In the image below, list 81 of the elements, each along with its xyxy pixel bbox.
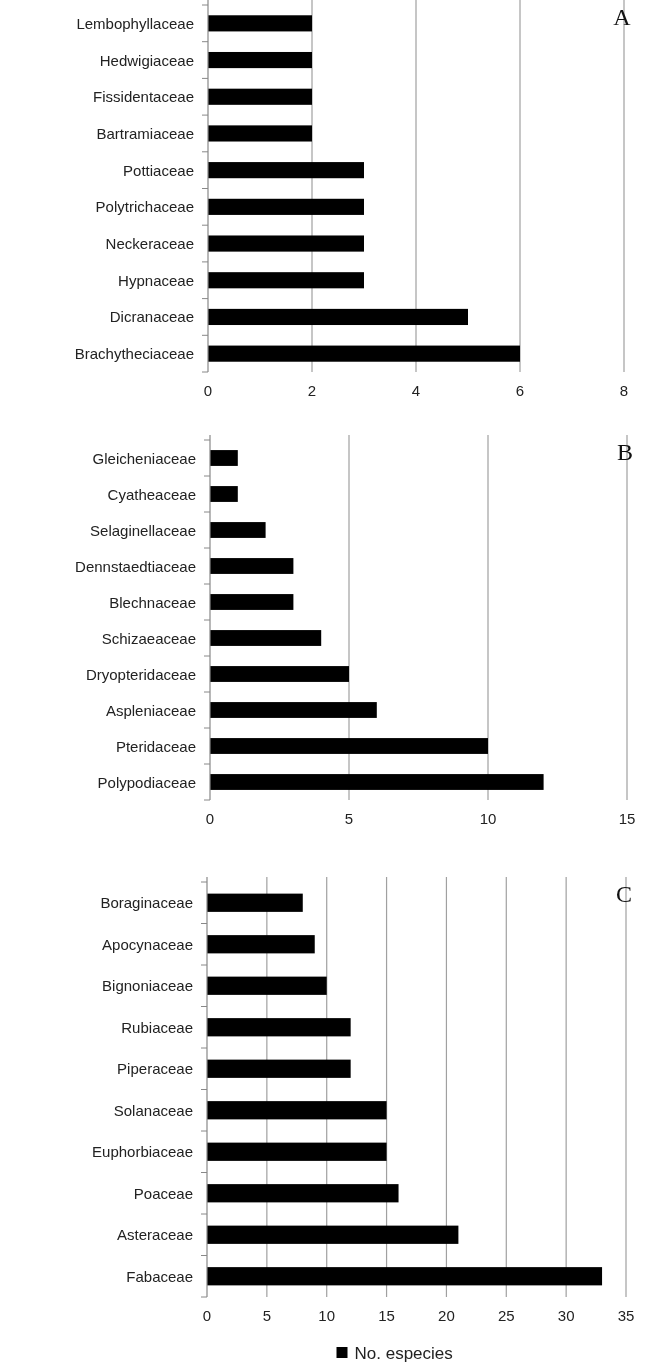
bar bbox=[210, 522, 266, 538]
bar bbox=[210, 450, 238, 466]
y-tick-label: Solanaceae bbox=[113, 1101, 193, 1119]
x-tick-label: 2 bbox=[307, 382, 317, 399]
y-tick-label: Schizaeaceae bbox=[101, 629, 196, 647]
bar bbox=[208, 162, 364, 179]
x-tick-label: 15 bbox=[378, 1307, 395, 1324]
y-tick-label: Cyatheaceae bbox=[107, 485, 196, 503]
x-tick-label: 10 bbox=[479, 810, 497, 827]
y-tick-label: Gleicheniaceae bbox=[92, 449, 196, 467]
bar bbox=[208, 125, 312, 142]
bar bbox=[208, 51, 312, 69]
bar bbox=[208, 15, 312, 32]
y-tick-label: Brachytheciaceae bbox=[74, 345, 194, 363]
bar bbox=[207, 1184, 399, 1203]
bar bbox=[208, 308, 468, 326]
y-tick-label: Lembophyllaceae bbox=[76, 14, 194, 32]
x-tick-label: 0 bbox=[203, 382, 213, 399]
y-tick-label: Dicranaceae bbox=[109, 308, 194, 326]
x-tick-label: 5 bbox=[344, 810, 354, 827]
x-tick-label: 25 bbox=[497, 1307, 515, 1324]
y-tick-label: Fissidentaceae bbox=[93, 88, 194, 106]
bar bbox=[210, 558, 294, 574]
y-tick-label: Dennstaedtiaceae bbox=[75, 557, 196, 575]
y-tick-label: Polypodiaceae bbox=[97, 773, 196, 791]
y-tick-label: Rubiaceae bbox=[121, 1018, 193, 1036]
bar bbox=[207, 1101, 387, 1120]
bar bbox=[210, 666, 349, 682]
y-tick-label: Blechnaceae bbox=[109, 593, 196, 611]
bar bbox=[210, 594, 294, 610]
y-tick-label: Bignoniaceae bbox=[102, 977, 193, 995]
annotation: C bbox=[615, 881, 633, 907]
y-tick-label: Boraginaceae bbox=[100, 894, 193, 912]
bar bbox=[208, 345, 520, 362]
x-tick-label: 20 bbox=[438, 1307, 455, 1324]
bar bbox=[207, 1225, 459, 1244]
bar bbox=[208, 272, 364, 289]
bar bbox=[208, 88, 312, 105]
y-tick-label: Aspleniaceae bbox=[105, 701, 196, 719]
bar bbox=[207, 976, 327, 995]
x-tick-label: 4 bbox=[411, 382, 421, 399]
y-tick-label: Euphorbiaceae bbox=[92, 1143, 193, 1161]
bar bbox=[210, 630, 322, 646]
bar bbox=[210, 702, 377, 718]
annotation: A bbox=[613, 4, 632, 30]
y-tick-label: Piperaceae bbox=[117, 1060, 193, 1078]
y-tick-label: Dryopteridaceae bbox=[85, 665, 196, 683]
y-tick-label: Apocynaceae bbox=[102, 935, 193, 953]
bar bbox=[208, 235, 364, 252]
x-tick-label: 0 bbox=[205, 810, 215, 827]
x-tick-label: 5 bbox=[262, 1307, 272, 1324]
y-tick-label: Polytrichaceae bbox=[95, 198, 194, 216]
x-tick-label: 10 bbox=[318, 1307, 336, 1324]
bar bbox=[207, 1267, 603, 1286]
y-tick-label: Hypnaceae bbox=[118, 271, 194, 289]
x-tick-label: 35 bbox=[617, 1307, 635, 1324]
y-tick-label: Pteridaceae bbox=[115, 737, 196, 755]
y-tick-label: Poaceae bbox=[133, 1184, 193, 1202]
bar bbox=[207, 1018, 351, 1037]
x-tick-label: 0 bbox=[202, 1307, 212, 1324]
y-tick-label: Pottiaceae bbox=[123, 161, 194, 179]
bar bbox=[207, 1059, 351, 1078]
x-tick-label: 15 bbox=[618, 810, 636, 827]
bar bbox=[207, 935, 315, 954]
x-tick-label: 6 bbox=[515, 382, 525, 399]
bar bbox=[207, 893, 303, 912]
y-tick-label: Neckeraceae bbox=[105, 235, 194, 253]
bar bbox=[207, 1142, 387, 1161]
y-tick-label: Hedwigiaceae bbox=[99, 51, 194, 69]
annotation: B bbox=[616, 439, 634, 465]
legend-label: No. especies bbox=[354, 1343, 453, 1363]
bar bbox=[210, 486, 238, 502]
y-tick-label: Selaginellaceae bbox=[90, 521, 196, 539]
x-tick-label: 8 bbox=[619, 382, 629, 399]
y-tick-label: Asteraceae bbox=[117, 1226, 193, 1244]
y-tick-label: Bartramiaceae bbox=[96, 124, 194, 142]
bar bbox=[208, 198, 364, 215]
bar bbox=[210, 738, 488, 754]
x-tick-label: 30 bbox=[557, 1307, 575, 1324]
bar bbox=[210, 774, 544, 790]
y-tick-label: Fabaceae bbox=[126, 1267, 193, 1285]
